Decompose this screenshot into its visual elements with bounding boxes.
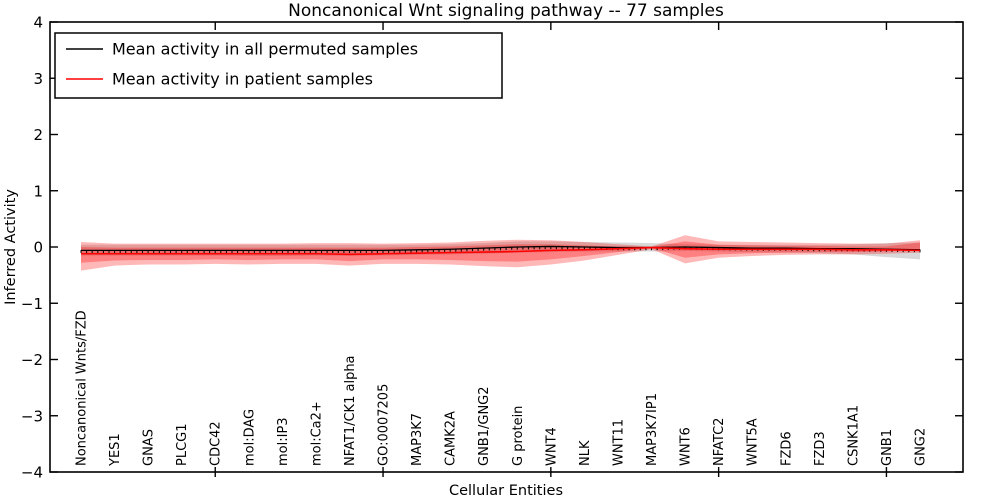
- patient-std-band-outer: [81, 235, 920, 271]
- x-entity-label: WNT6: [679, 427, 694, 466]
- x-entity-label: FZD3: [813, 431, 828, 466]
- x-entity-label: WNT11: [611, 419, 626, 466]
- y-tick-label: −2: [21, 351, 43, 369]
- x-entity-label: GNAS: [142, 429, 157, 466]
- band-layer: [81, 235, 920, 271]
- x-entity-label: GNG2: [914, 428, 929, 466]
- x-entity-label: WNT5A: [746, 418, 761, 466]
- plot-frame: [49, 21, 964, 473]
- legend-label-permuted: Mean activity in all permuted samples: [112, 40, 418, 59]
- legend-label-patient: Mean activity in patient samples: [112, 70, 373, 89]
- y-tick-label: 4: [33, 14, 43, 32]
- x-entity-label: NFAT1/CK1 alpha: [343, 355, 358, 466]
- y-tick-label: −4: [21, 464, 43, 482]
- x-entity-label: CSNK1A1: [846, 405, 861, 466]
- y-axis-label: Inferred Activity: [3, 189, 19, 305]
- x-entity-label: NLK: [578, 440, 593, 466]
- x-entity-label: CDC42: [209, 421, 224, 466]
- x-entity-label: PLCG1: [175, 423, 190, 466]
- legend-box: [54, 32, 503, 99]
- y-tick-label: 1: [33, 182, 43, 200]
- x-entity-label: mol:Ca2+: [309, 401, 324, 466]
- x-entity-label: GO:0007205: [377, 384, 392, 466]
- entity-label-layer: Noncanonical Wnts/FZD YES1 GNAS PLCG1 CDC42 m…: [75, 310, 929, 467]
- x-axis-label: Cellular Entities: [449, 483, 563, 499]
- x-entity-label: GNB1/GNG2: [477, 386, 492, 466]
- x-entity-label: NFATC2: [712, 418, 727, 466]
- y-tick-label: 0: [33, 239, 43, 257]
- x-entity-label: FZD6: [779, 431, 794, 466]
- legend: Mean activity in all permuted samples Me…: [54, 32, 503, 99]
- line-layer: [80, 245, 921, 256]
- x-entity-label: mol:IP3: [276, 417, 291, 466]
- tick-layer: [50, 21, 963, 477]
- ytick-label-layer: −4 −3 −2 −1 0 1 2 3 4: [21, 14, 43, 482]
- x-entity-label: Noncanonical Wnts/FZD: [75, 310, 90, 466]
- patient-mean-line: [81, 246, 921, 256]
- x-entity-label: MAP3K7: [410, 413, 425, 466]
- permuted-std-band: [81, 241, 920, 260]
- x-entity-label: mol:DAG: [242, 409, 257, 466]
- chart-title: Noncanonical Wnt signaling pathway -- 77…: [288, 1, 724, 21]
- x-entity-label: GNB1: [880, 429, 895, 466]
- x-entity-label: MAP3K7IP1: [645, 393, 660, 466]
- y-tick-label: 3: [33, 70, 43, 88]
- x-entity-label: WNT4: [544, 427, 559, 466]
- x-entity-label: CAMK2A: [444, 411, 459, 466]
- y-tick-label: −3: [21, 407, 43, 425]
- y-tick-label: −1: [21, 295, 43, 313]
- x-entity-label: G protein: [511, 406, 526, 466]
- y-tick-label: 2: [33, 126, 43, 144]
- x-entity-label: YES1: [108, 433, 123, 467]
